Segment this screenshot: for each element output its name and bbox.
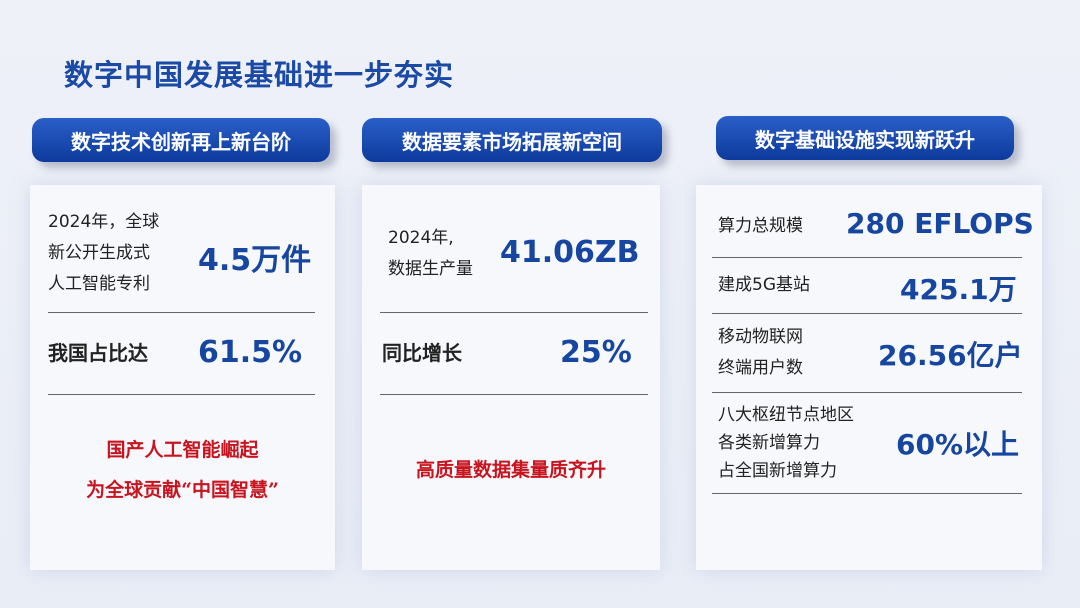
column-3-card: 算力总规模 280 EFLOPS 建成5G基站 425.1万 移动物联网 终端用户… — [696, 185, 1042, 570]
highlight-text: 国产人工智能崛起 为全球贡献“中国智慧” — [86, 439, 279, 501]
stat-label: 同比增长 — [382, 341, 462, 365]
stat-row: 2024年，全球 新公开生成式 人工智能专利 4.5万件 — [48, 195, 315, 313]
stat-row: 我国占比达 61.5% — [48, 313, 315, 395]
highlight-text: 高质量数据集量质齐升 — [415, 459, 606, 481]
stat-row: 八大枢纽节点地区 各类新增算力 占全国新增算力 60%以上 — [712, 393, 1022, 494]
stat-value: 41.06ZB — [500, 235, 640, 270]
stat-label: 我国占比达 — [48, 341, 148, 365]
column-3-header: 数字基础设施实现新跃升 — [716, 116, 1014, 160]
column-1-card: 2024年，全球 新公开生成式 人工智能专利 4.5万件 我国占比达 61.5% 国… — [30, 185, 335, 570]
stat-row: 建成5G基站 425.1万 — [712, 258, 1022, 314]
stat-value: 4.5万件 — [198, 243, 312, 278]
stat-label: 2024年, 数据生产量 — [388, 227, 473, 279]
stat-label: 移动物联网 终端用户数 — [718, 327, 803, 378]
stat-row: 移动物联网 终端用户数 26.56亿户 — [712, 314, 1023, 393]
column-2-card: 2024年, 数据生产量 41.06ZB 同比增长 25% 高质量数据集量质齐升 — [362, 185, 660, 570]
stat-value: 280 EFLOPS — [846, 207, 1034, 240]
stat-row: 同比增长 25% — [380, 313, 648, 395]
column-2-header: 数据要素市场拓展新空间 — [362, 118, 662, 162]
stat-label: 算力总规模 — [718, 215, 803, 236]
stat-value: 25% — [560, 335, 632, 370]
stat-value: 60%以上 — [896, 428, 1020, 461]
column-1-header: 数字技术创新再上新台阶 — [32, 118, 330, 162]
stat-value: 61.5% — [198, 335, 303, 370]
stat-label: 八大枢纽节点地区 各类新增算力 占全国新增算力 — [718, 405, 854, 481]
stat-row: 算力总规模 280 EFLOPS — [712, 195, 1034, 258]
stat-row: 2024年, 数据生产量 41.06ZB — [380, 195, 648, 313]
stat-label: 建成5G基站 — [718, 275, 810, 295]
stat-value: 26.56亿户 — [878, 339, 1023, 372]
page-title: 数字中国发展基础进一步夯实 — [64, 58, 455, 92]
stat-value: 425.1万 — [900, 273, 1017, 306]
stat-label: 2024年，全球 新公开生成式 人工智能专利 — [48, 212, 160, 294]
